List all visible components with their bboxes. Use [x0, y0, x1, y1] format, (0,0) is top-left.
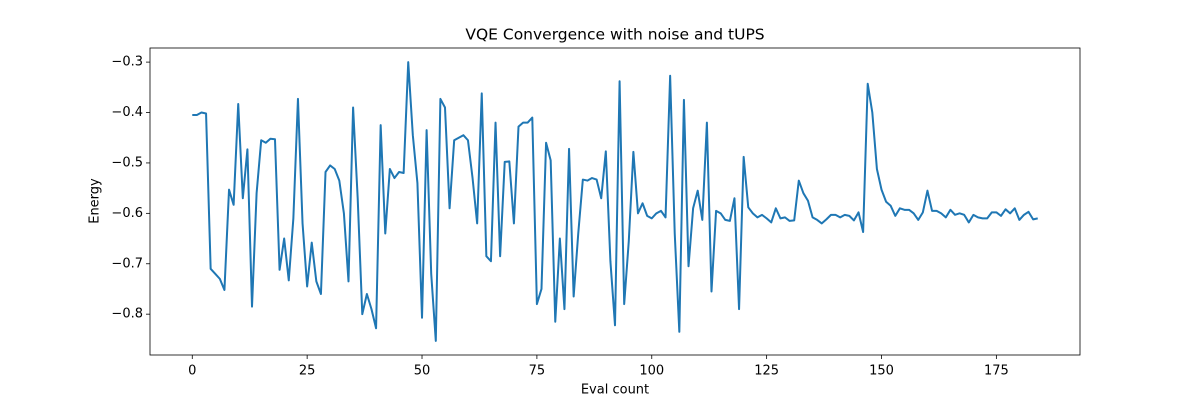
x-tick-label: 0 [188, 364, 196, 379]
plot-frame [149, 47, 1081, 356]
x-tick-label: 125 [754, 364, 779, 379]
y-axis-label: Energy [88, 178, 103, 224]
x-tick-label: 150 [869, 364, 894, 379]
y-tick-label: −0.5 [111, 155, 143, 170]
y-tick-label: −0.3 [111, 55, 143, 70]
x-tick-label: 100 [639, 364, 664, 379]
x-tick-label: 175 [984, 364, 1009, 379]
x-axis-label: Eval count [581, 383, 649, 398]
y-tick-label: −0.8 [111, 307, 143, 322]
data-line [192, 61, 1038, 342]
y-tick-label: −0.4 [111, 105, 143, 120]
y-tick-label: −0.7 [111, 256, 143, 271]
x-tick-label: 50 [414, 364, 431, 379]
y-tick-label: −0.6 [111, 206, 143, 221]
x-tick-label: 25 [299, 364, 316, 379]
x-tick-label: 75 [529, 364, 546, 379]
chart-title: VQE Convergence with noise and tUPS [465, 26, 764, 44]
